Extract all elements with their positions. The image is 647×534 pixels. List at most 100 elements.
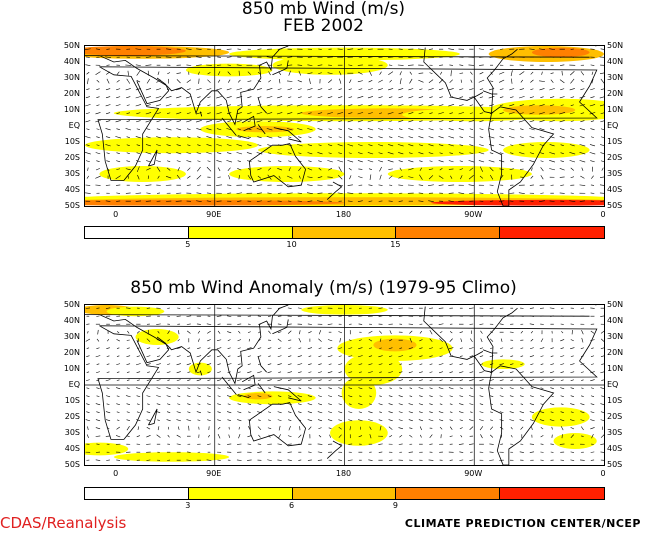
wind-vector xyxy=(176,144,181,147)
wind-vector xyxy=(226,56,232,58)
wind-vector xyxy=(570,323,574,325)
wind-vector xyxy=(116,395,120,397)
wind-vector xyxy=(509,200,514,202)
wind-vector xyxy=(469,363,474,366)
wind-vector xyxy=(549,88,555,91)
wind-vector xyxy=(267,160,272,162)
wind-vector xyxy=(489,459,494,461)
wind-vector xyxy=(460,435,463,438)
wind-vector xyxy=(348,96,353,99)
wind-vector xyxy=(458,128,464,131)
wind-vector xyxy=(197,166,201,172)
wind-vector xyxy=(367,120,374,123)
wind-vector xyxy=(388,64,393,66)
wind-vector xyxy=(126,379,130,381)
wind-vector xyxy=(428,175,434,180)
wind-vector xyxy=(156,160,161,163)
wind-vector xyxy=(398,371,403,373)
wind-vector xyxy=(468,136,474,139)
wind-vector xyxy=(277,48,282,50)
wind-vector xyxy=(328,427,332,429)
wind-vector xyxy=(298,160,302,162)
wind-vector xyxy=(539,80,545,82)
wind-vector xyxy=(267,144,272,147)
wind-vector xyxy=(287,459,292,461)
wind-speed-patch xyxy=(106,306,165,317)
wind-vector xyxy=(569,363,575,366)
wind-vector xyxy=(146,411,151,414)
wind-vector xyxy=(448,347,454,350)
wind-vector xyxy=(459,88,464,91)
wind-vector xyxy=(107,339,110,342)
wind-vector xyxy=(327,371,333,374)
wind-vector xyxy=(165,104,172,107)
wind-vector xyxy=(378,363,383,366)
wind-vector xyxy=(227,79,231,83)
wind-vector xyxy=(418,104,424,107)
wind-vector xyxy=(530,363,534,365)
wind-vector xyxy=(470,71,473,75)
wind-vector xyxy=(438,120,444,123)
wind-vector xyxy=(197,144,201,146)
wind-vector xyxy=(136,80,141,83)
wind-vector xyxy=(287,112,293,115)
wind-vector xyxy=(489,371,494,373)
wind-vector xyxy=(348,315,353,317)
wind-vector xyxy=(579,160,586,163)
wind-vector xyxy=(378,152,383,155)
wind-vector xyxy=(247,347,252,350)
wind-vector xyxy=(298,152,302,154)
wind-vector xyxy=(317,419,323,422)
wind-vector xyxy=(317,411,323,414)
wind-vector xyxy=(287,80,293,82)
wind-vector xyxy=(529,403,535,406)
wind-vector xyxy=(398,200,403,202)
wind-vector xyxy=(307,88,313,91)
wind-vector xyxy=(136,70,141,76)
wind-vector xyxy=(449,331,453,334)
wind-vector xyxy=(479,355,484,357)
wind-vector xyxy=(449,435,453,437)
wind-vector xyxy=(145,200,152,202)
wind-vector xyxy=(398,112,404,115)
wind-vector xyxy=(600,144,604,146)
wind-vector xyxy=(448,192,454,194)
wind-vector xyxy=(531,426,533,430)
wind-vector xyxy=(247,144,252,147)
wind-vector xyxy=(398,48,403,50)
wind-vector xyxy=(409,337,412,343)
wind-vector xyxy=(277,128,282,131)
wind-vector xyxy=(389,120,393,122)
wind-vector xyxy=(408,136,414,139)
wind-vector xyxy=(418,112,424,115)
top-lat-label: 30S xyxy=(64,169,80,178)
wind-vector xyxy=(176,96,182,99)
wind-vector xyxy=(96,371,100,374)
wind-vector xyxy=(185,96,192,99)
wind-vector xyxy=(318,72,322,75)
wind-vector xyxy=(106,347,110,350)
wind-vector xyxy=(509,96,514,99)
coastline xyxy=(148,408,158,426)
wind-vector xyxy=(398,88,404,91)
wind-vector xyxy=(469,104,474,106)
wind-vector xyxy=(206,128,212,131)
wind-vector xyxy=(338,371,342,373)
wind-vector xyxy=(488,88,495,91)
top-lat-label: 20N xyxy=(63,89,80,98)
wind-vector xyxy=(529,307,534,309)
wind-vector xyxy=(580,459,585,461)
wind-vector xyxy=(510,70,513,77)
wind-vector xyxy=(277,443,282,445)
wind-vector xyxy=(298,167,302,172)
wind-vector xyxy=(459,387,463,389)
wind-vector xyxy=(479,426,484,431)
wind-vector xyxy=(419,395,423,397)
wind-vector xyxy=(408,411,413,414)
wind-vector xyxy=(368,200,373,202)
wind-vector xyxy=(216,96,222,99)
wind-vector xyxy=(248,338,250,342)
wind-vector xyxy=(297,355,302,358)
top-lat-label: 40N xyxy=(607,57,624,66)
wind-vector xyxy=(317,128,323,131)
